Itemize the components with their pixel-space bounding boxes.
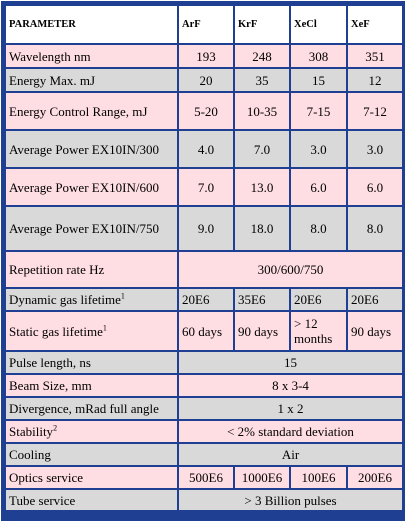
row-label: Divergence, mRad full angle xyxy=(6,398,177,419)
table-cell: 6.0 xyxy=(291,169,346,205)
table-cell: 308 xyxy=(291,45,346,67)
table-cell: Air xyxy=(179,444,402,465)
table-row: Average Power EX10IN/300 4.0 7.0 3.0 3.0 xyxy=(6,131,402,167)
table-cell: 60 days xyxy=(179,312,233,350)
table-cell: 7.0 xyxy=(235,131,289,167)
table-cell: > 12 months xyxy=(291,312,346,350)
table-cell: 5-20 xyxy=(179,93,233,129)
table-row: Energy Max. mJ 20 35 15 12 xyxy=(6,69,402,91)
row-label: Tube service xyxy=(6,490,177,510)
gas-header-arf: ArF xyxy=(179,6,233,43)
table-row: Wavelength nm 193 248 308 351 xyxy=(6,45,402,67)
footnote-marker: 1 xyxy=(102,323,107,333)
table-cell: 300/600/750 xyxy=(179,252,402,287)
table-cell: 8.0 xyxy=(291,207,346,250)
table-cell: < 2% standard deviation xyxy=(179,421,402,442)
table-cell: 7-12 xyxy=(348,93,402,129)
table-cell: 7.0 xyxy=(179,169,233,205)
table-cell: 248 xyxy=(235,45,289,67)
table-cell: 20E6 xyxy=(291,289,346,310)
table-row: Average Power EX10IN/750 9.0 18.0 8.0 8.… xyxy=(6,207,402,250)
table-cell: 15 xyxy=(291,69,346,91)
table-cell: 35E6 xyxy=(235,289,289,310)
row-label: Dynamic gas lifetime1 xyxy=(6,289,177,310)
table-row: Static gas lifetime1 60 days 90 days > 1… xyxy=(6,312,402,350)
table-cell: 100E6 xyxy=(291,467,346,488)
table-cell: 90 days xyxy=(348,312,402,350)
row-label: Optics service xyxy=(6,467,177,488)
row-label-text: Dynamic gas lifetime xyxy=(9,292,121,307)
row-label: Pulse length, ns xyxy=(6,352,177,373)
table-row: Dynamic gas lifetime1 20E6 35E6 20E6 20E… xyxy=(6,289,402,310)
parameter-header: PARAMETER xyxy=(6,6,177,43)
table-cell: 20 xyxy=(179,69,233,91)
row-label: Beam Size, mm xyxy=(6,375,177,396)
table-cell: 4.0 xyxy=(179,131,233,167)
table-cell: 500E6 xyxy=(179,467,233,488)
row-label: Cooling xyxy=(6,444,177,465)
row-label: Stability2 xyxy=(6,421,177,442)
row-label: Energy Control Range, mJ xyxy=(6,93,177,129)
table-row: Average Power EX10IN/600 7.0 13.0 6.0 6.… xyxy=(6,169,402,205)
table-cell: 35 xyxy=(235,69,289,91)
table-cell: 1 x 2 xyxy=(179,398,402,419)
table-cell: 6.0 xyxy=(348,169,402,205)
table-row: Stability2 < 2% standard deviation xyxy=(6,421,402,442)
table-cell: 12 xyxy=(348,69,402,91)
gas-header-xecl: XeCl xyxy=(291,6,346,43)
table-cell: 9.0 xyxy=(179,207,233,250)
row-label-text: Static gas lifetime xyxy=(9,323,103,339)
row-label: Average Power EX10IN/300 xyxy=(6,131,177,167)
table-cell: 3.0 xyxy=(348,131,402,167)
table-cell: > 3 Billion pulses xyxy=(179,490,402,510)
gas-header-krf: KrF xyxy=(235,6,289,43)
row-label: Static gas lifetime1 xyxy=(6,312,177,350)
gas-header-xef: XeF xyxy=(348,6,402,43)
footnote-marker: 2 xyxy=(53,423,58,433)
table-row: Pulse length, ns 15 xyxy=(6,352,402,373)
row-label-text: Stability xyxy=(9,424,54,439)
excimer-laser-spec-table: PARAMETER ArF KrF XeCl XeF Wavelength nm… xyxy=(4,4,404,512)
table-cell: 8.0 xyxy=(348,207,402,250)
row-label: Wavelength nm xyxy=(6,45,177,67)
row-label: Average Power EX10IN/600 xyxy=(6,169,177,205)
table-cell: 193 xyxy=(179,45,233,67)
header-row: PARAMETER ArF KrF XeCl XeF xyxy=(6,6,402,43)
table-row: Tube service > 3 Billion pulses xyxy=(6,490,402,510)
table-cell: 18.0 xyxy=(235,207,289,250)
table-cell: 15 xyxy=(179,352,402,373)
table-cell: 8 x 3-4 xyxy=(179,375,402,396)
table-row: Divergence, mRad full angle 1 x 2 xyxy=(6,398,402,419)
footnote-marker: 1 xyxy=(120,291,125,301)
row-label: Repetition rate Hz xyxy=(6,252,177,287)
table-row: Beam Size, mm 8 x 3-4 xyxy=(6,375,402,396)
table-row: Cooling Air xyxy=(6,444,402,465)
table-cell: 3.0 xyxy=(291,131,346,167)
table-cell: 20E6 xyxy=(348,289,402,310)
table-cell: 10-35 xyxy=(235,93,289,129)
row-label: Average Power EX10IN/750 xyxy=(6,207,177,250)
table-cell: 90 days xyxy=(235,312,289,350)
table-cell: 13.0 xyxy=(235,169,289,205)
row-label: Energy Max. mJ xyxy=(6,69,177,91)
table-cell: 351 xyxy=(348,45,402,67)
table-row: Optics service 500E6 1000E6 100E6 200E6 xyxy=(6,467,402,488)
table-row: Energy Control Range, mJ 5-20 10-35 7-15… xyxy=(6,93,402,129)
table-cell: 20E6 xyxy=(179,289,233,310)
table-cell: 200E6 xyxy=(348,467,402,488)
table-cell: 1000E6 xyxy=(235,467,289,488)
table-cell: 7-15 xyxy=(291,93,346,129)
table-row: Repetition rate Hz 300/600/750 xyxy=(6,252,402,287)
